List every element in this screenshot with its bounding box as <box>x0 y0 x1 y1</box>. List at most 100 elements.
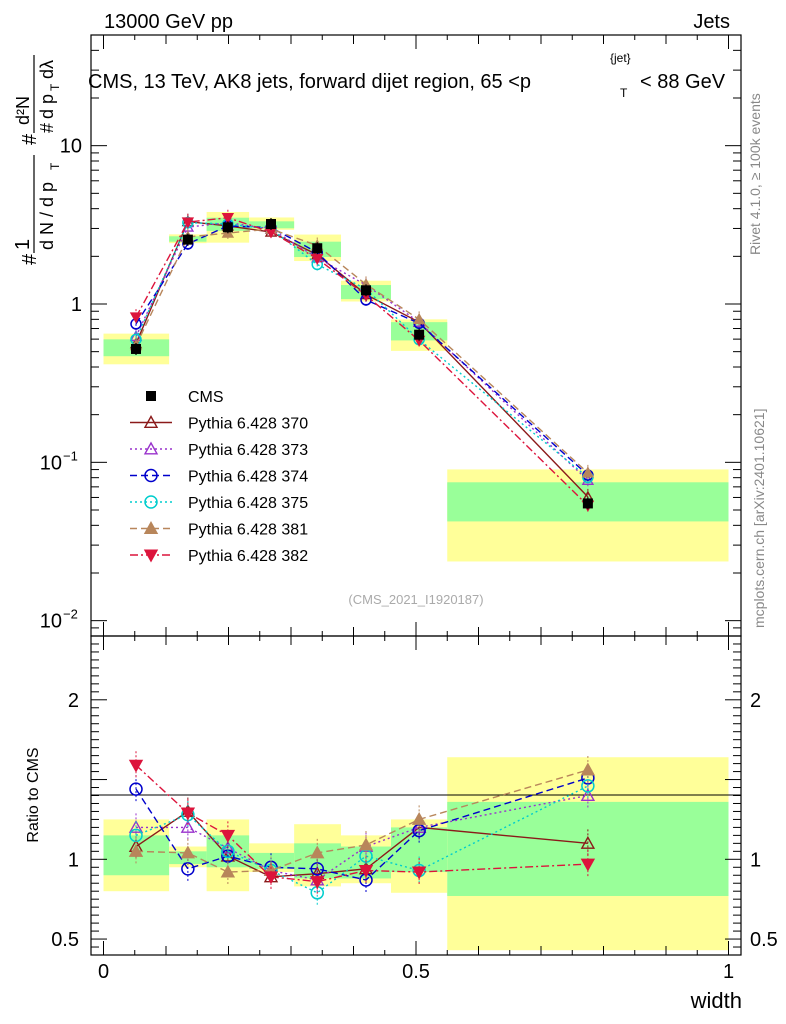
svg-text:T: T <box>48 162 62 170</box>
legend: CMS Pythia 6.428 370 Pythia 6.428 373 Pythi… <box>130 389 308 565</box>
data-point <box>180 807 196 821</box>
data-point <box>220 864 236 878</box>
data-point <box>143 415 159 428</box>
svg-text:d²N: d²N <box>13 96 33 125</box>
data-point <box>361 285 371 296</box>
svg-text:dλ: dλ <box>37 60 57 79</box>
ratio-y-tick-label: 2 <box>68 690 79 712</box>
y-axis-label-main: # 1 d N / d p T # d²N # d p T dλ <box>12 55 62 265</box>
data-point <box>310 862 324 876</box>
series-ratio-line <box>135 785 589 894</box>
plot-title: CMS, 13 TeV, AK8 jets, forward dijet reg… <box>88 51 726 100</box>
data-point <box>146 391 156 401</box>
legend-entry: CMS <box>146 389 224 406</box>
series-ratio-line <box>135 769 589 873</box>
legend-label: Pythia 6.428 375 <box>188 495 308 512</box>
series-ratio-line <box>135 810 588 878</box>
ratio-y-tick-label-right: 0.5 <box>750 929 778 951</box>
title-suffix: < 88 GeV <box>640 71 726 93</box>
data-point <box>411 866 427 880</box>
data-point <box>358 864 374 878</box>
ratio-band-inner <box>447 801 729 896</box>
data-point <box>580 835 596 849</box>
ratio-y-tick-label-right: 1 <box>750 849 761 871</box>
svg-text:#: # <box>19 133 41 145</box>
data-point <box>358 837 374 851</box>
data-point <box>581 466 595 478</box>
data-point <box>143 521 159 534</box>
data-point <box>180 819 196 833</box>
data-point <box>310 876 325 890</box>
legend-label: Pythia 6.428 382 <box>188 548 308 565</box>
data-point <box>131 343 141 354</box>
data-point <box>222 222 233 233</box>
legend-label: Pythia 6.428 373 <box>188 442 308 459</box>
data-point <box>129 312 143 324</box>
x-tick-label: 0 <box>98 961 109 983</box>
data-point <box>411 819 427 833</box>
data-point <box>128 819 144 833</box>
title-sub: T <box>620 86 628 100</box>
data-point <box>582 498 593 509</box>
data-point <box>144 495 158 509</box>
mcplots-label: mcplots.cern.ch [arXiv:2401.10621] <box>751 409 767 628</box>
data-point <box>311 253 324 266</box>
data-point <box>580 858 596 872</box>
legend-label: CMS <box>188 389 224 406</box>
y-tick-label: 10 <box>60 136 82 158</box>
header-right: Jets <box>693 11 730 33</box>
header-left: 13000 GeV pp <box>104 11 233 33</box>
data-point <box>263 871 279 885</box>
y-tick-exponent: −2 <box>63 607 78 622</box>
svg-text:d p: d p <box>37 94 57 119</box>
title-sup: {jet} <box>610 51 631 65</box>
svg-text:d N / d p: d N / d p <box>37 182 57 250</box>
legend-entry: Pythia 6.428 382 <box>130 548 308 565</box>
series-line <box>135 220 589 498</box>
y-tick-exponent: −1 <box>63 448 78 463</box>
data-point <box>181 862 195 876</box>
data-point <box>220 829 236 843</box>
ratio-y-tick-label: 0.5 <box>51 929 79 951</box>
legend-entry: Pythia 6.428 374 <box>130 469 308 486</box>
data-point <box>144 468 158 483</box>
data-point <box>581 779 595 793</box>
data-point <box>220 840 236 854</box>
watermark: (CMS_2021_I1920187) <box>348 592 483 607</box>
series-line <box>135 216 589 507</box>
legend-label: Pythia 6.428 370 <box>188 416 308 433</box>
data-point <box>220 848 236 862</box>
data-point <box>128 843 144 857</box>
legend-entry: Pythia 6.428 381 <box>130 521 308 539</box>
data-point <box>221 844 235 859</box>
legend-label: Pythia 6.428 374 <box>188 469 308 486</box>
y-tick-label: 10 <box>40 452 62 474</box>
y-axis-label-ratio: Ratio to CMS <box>25 747 42 842</box>
data-point <box>580 788 596 801</box>
data-point <box>129 782 143 796</box>
data-point <box>266 219 276 230</box>
x-tick-label: 1 <box>723 961 734 983</box>
ratio-y-tick-label: 1 <box>68 849 79 871</box>
legend-label: Pythia 6.428 381 <box>188 522 308 539</box>
y-tick-label: 10 <box>40 611 62 633</box>
data-point <box>143 549 159 563</box>
data-point <box>182 234 193 245</box>
data-point <box>412 312 426 325</box>
svg-text:#: # <box>19 253 41 265</box>
data-point <box>414 329 425 340</box>
svg-text:1: 1 <box>12 239 34 250</box>
series-ratio-line <box>135 777 589 881</box>
series-line <box>135 225 589 476</box>
series-line <box>135 228 589 474</box>
ratio-y-tick-label-right: 2 <box>750 690 761 712</box>
series-ratio-line <box>135 764 588 883</box>
svg-text:CMS, 13 TeV, AK8 jets, forward: CMS, 13 TeV, AK8 jets, forward dijet reg… <box>88 71 531 93</box>
title-prefix: CMS, 13 TeV, AK8 jets, forward dijet reg… <box>88 71 531 93</box>
data-point <box>180 845 196 859</box>
data-point <box>181 217 195 229</box>
data-point <box>128 759 144 773</box>
legend-entry: Pythia 6.428 375 <box>130 495 308 512</box>
data-point <box>312 243 323 254</box>
